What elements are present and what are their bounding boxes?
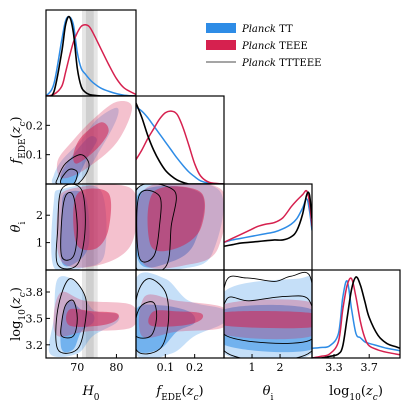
panel-H0-fede: 0.1 0.2	[26, 95, 137, 185]
y-axis-label-group: fEDE(zc)	[9, 116, 28, 164]
x-axis-label-H0: H0	[81, 384, 99, 403]
legend-entry-planck-teee: Planck TEEE	[206, 40, 308, 52]
contour-fede-logzc-planck-teee-level-1	[148, 310, 204, 327]
y-axis-label-group: θi	[9, 222, 28, 233]
contour-fede-theta-planck-teee-level-1	[147, 186, 206, 252]
legend: Planck TT Planck TEEE Planck TTTEEE	[206, 23, 321, 69]
y-tick-label-logzc: 3.2	[26, 339, 44, 352]
contour-H0-fede-planck-ttteee-level-2	[55, 154, 90, 184]
y-tick-label-theta: 1	[36, 237, 43, 250]
contour-H0-logzc-planck-ttteee-level-2	[55, 278, 88, 354]
panel-frame	[311, 269, 401, 359]
marginal-fede-planck-teee	[136, 110, 224, 184]
legend-entry-planck-ttteee: Planck TTTEEE	[206, 58, 321, 69]
y-tick-label-fede: 0.2	[26, 119, 44, 132]
panel-fede-logzc: 0.1 0.2	[135, 269, 225, 374]
y-tick-label-logzc: 3.8	[26, 286, 44, 299]
legend-swatch	[206, 23, 236, 33]
marginal-logzc-planck-teee	[312, 277, 400, 358]
marginal-theta-planck-teee	[224, 189, 312, 243]
contour-H0-logzc-planck-teee-level-1	[66, 308, 119, 327]
x-axis-label-theta: θi	[263, 384, 274, 403]
panel-theta-theta	[223, 183, 313, 271]
x-tick-label-H0: 80	[109, 361, 123, 374]
x-tick-label-H0: 70	[70, 361, 84, 374]
contour-theta-logzc-planck-ttteee-level-2	[224, 271, 312, 358]
contour-H0-theta-planck-teee-level-1	[73, 188, 112, 251]
contour-H0-fede-planck-ttteee-level-1	[59, 168, 78, 184]
marginal-fede-planck-ttteee	[136, 102, 224, 184]
panel-H0-H0	[45, 9, 137, 97]
contour-theta-logzc-planck-teee-level-1	[224, 310, 312, 329]
marginal-logzc-planck-tt	[312, 280, 400, 352]
contour-fede-theta-planck-ttteee-level-2	[136, 184, 177, 270]
legend-label: Planck TEEE	[241, 41, 308, 52]
x-axis-label-logzc: log10(zc)	[329, 384, 383, 403]
y-tick-label-fede: 0.1	[26, 149, 44, 162]
panel-fede-fede	[135, 95, 225, 185]
y-axis-label-group: log10(zc)	[9, 287, 28, 341]
legend-entry-planck-tt: Planck TT	[206, 23, 293, 35]
legend-label: Planck TT	[241, 24, 293, 35]
x-tick-label-theta: 2	[277, 361, 284, 374]
marginal-H0-planck-ttteee	[46, 15, 136, 96]
panel-fede-theta	[135, 183, 225, 271]
contour-fede-logzc-planck-ttteee-level-1	[136, 301, 158, 339]
contour-H0-logzc-planck-ttteee-level-1	[60, 299, 78, 339]
contour-H0-fede-planck-teee-level-1	[73, 122, 109, 164]
x-tick-label-fede: 0.1	[157, 361, 175, 374]
y-axis-label-fede: fEDE(zc)	[9, 116, 28, 164]
legend-label: Planck TTTEEE	[241, 58, 321, 69]
x-axis-label-fede: fEDE(zc)	[155, 384, 203, 403]
x-tick-label-logzc: 3.7	[360, 361, 378, 374]
y-axis-label-logzc: log10(zc)	[9, 287, 28, 341]
contour-fede-logzc-planck-ttteee-level-2	[136, 278, 170, 355]
contour-H0-theta-planck-ttteee-level-1	[60, 192, 78, 261]
x-tick-label-fede: 0.2	[186, 361, 204, 374]
x-tick-label-theta: 1	[249, 361, 256, 374]
marginal-H0-planck-tt	[46, 15, 136, 96]
panel-logzc-logzc: 3.3 3.7	[311, 269, 401, 374]
legend-swatch	[206, 40, 236, 50]
y-tick-label-logzc: 3.5	[26, 312, 44, 325]
panel-H0-logzc: 70 80 3.2 3.5 3.8	[26, 269, 137, 374]
marginal-fede-planck-tt	[136, 106, 224, 184]
marginal-theta-planck-ttteee	[224, 191, 312, 248]
contour-H0-theta-planck-ttteee-level-2	[55, 184, 86, 270]
shaded-band-inner	[85, 10, 94, 96]
y-tick-label-theta: 2	[36, 209, 43, 222]
contour-fede-theta-planck-ttteee-level-1	[136, 189, 162, 263]
marginal-logzc-planck-ttteee	[312, 276, 400, 358]
contour-theta-logzc-planck-ttteee-level-1	[224, 295, 312, 344]
panel-H0-theta: 12	[36, 183, 137, 271]
x-tick-label-logzc: 3.3	[325, 361, 343, 374]
y-axis-label-theta: θi	[9, 222, 28, 233]
marginal-H0-planck-teee	[46, 24, 136, 96]
